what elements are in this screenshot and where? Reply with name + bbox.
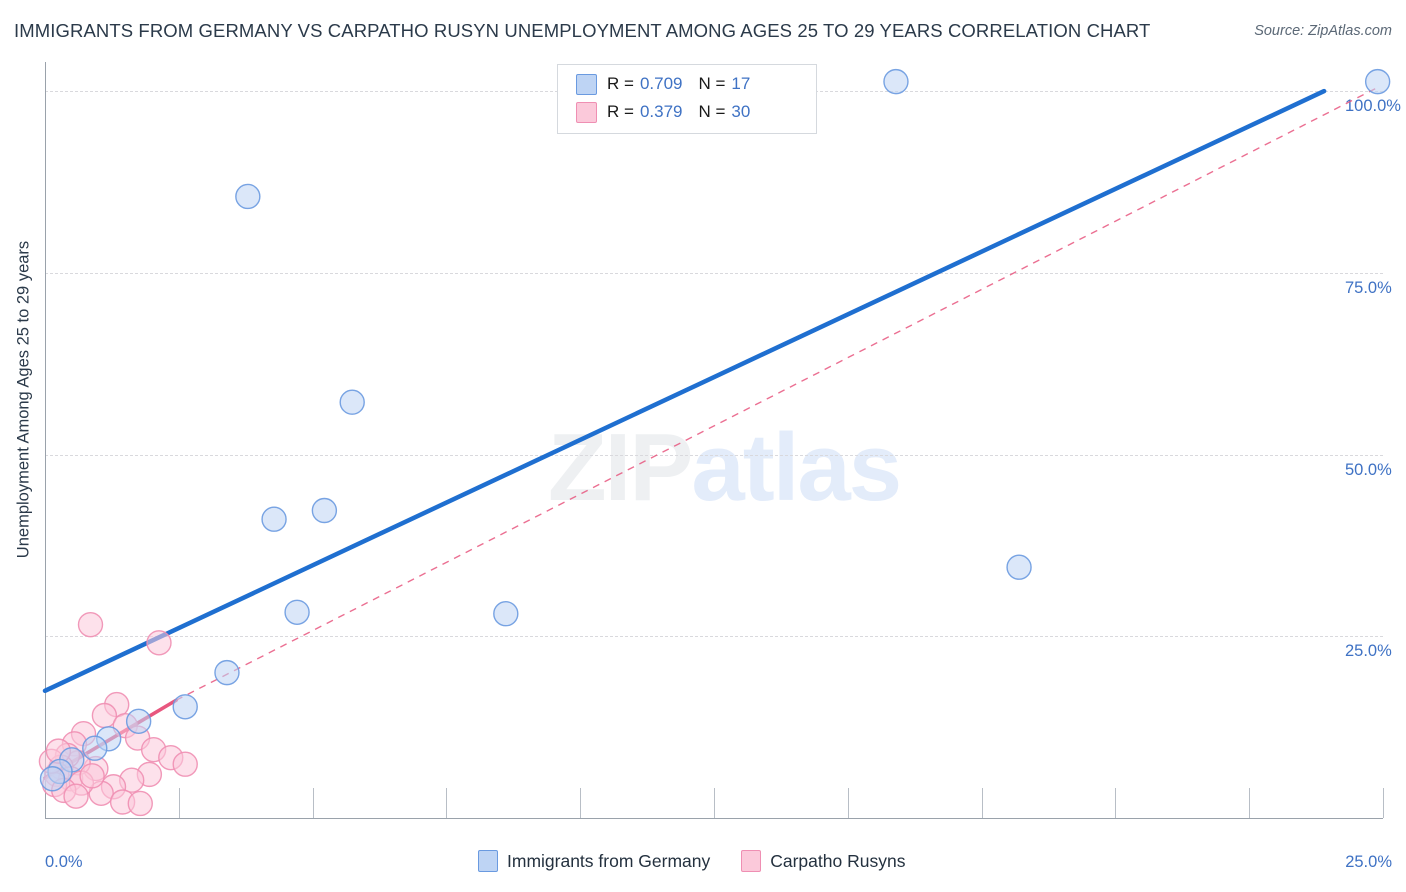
x-axis-tick	[1249, 788, 1251, 818]
data-point-germany	[172, 694, 198, 720]
x-axis-tick	[446, 788, 448, 818]
data-point-germany	[125, 708, 152, 735]
x-axis-tick	[312, 788, 314, 818]
x-axis-tick	[178, 788, 180, 818]
series-label-rusyns: Carpatho Rusyns	[770, 850, 906, 871]
series-swatch-rusyns	[741, 850, 762, 872]
data-point-germany	[214, 659, 240, 686]
x-axis-max-label: 25.0%	[1345, 853, 1392, 871]
x-axis-tick	[580, 788, 582, 818]
y-axis-line	[45, 62, 46, 818]
legend-row-germany: R = 0.709 N = 17	[576, 70, 750, 98]
data-point-germany	[39, 766, 66, 792]
y-axis-tick-label: 100.0%	[1345, 97, 1401, 116]
page-title: IMMIGRANTS FROM GERMANY VS CARPATHO RUSY…	[14, 20, 1151, 41]
correlation-legend: R = 0.709 N = 17 R = 0.379 N = 30	[557, 64, 817, 134]
y-axis-tick-label: 25.0%	[1345, 642, 1392, 661]
data-point-rusyns	[172, 751, 198, 777]
source-label: Source: ZipAtlas.com	[1254, 23, 1392, 39]
gridline	[45, 272, 1383, 274]
data-point-rusyns	[63, 783, 89, 809]
data-point-germany	[883, 68, 909, 95]
gridline	[45, 454, 1383, 456]
series-label-germany: Immigrants from Germany	[507, 850, 711, 871]
legend-n-value-rusyns: 30	[731, 102, 751, 121]
trendline-germany	[42, 88, 1327, 694]
gridline	[45, 636, 1383, 638]
trendline-rusyns-dashed	[175, 86, 1378, 701]
x-axis-tick	[847, 788, 849, 818]
x-axis-min-label: 0.0%	[45, 853, 83, 871]
data-point-rusyns	[127, 790, 153, 817]
data-point-germany	[261, 506, 287, 532]
data-point-germany	[82, 735, 108, 761]
data-point-germany	[235, 183, 261, 210]
data-point-germany	[1006, 554, 1032, 580]
data-point-germany	[339, 389, 365, 415]
legend-swatch-rusyns	[576, 101, 597, 123]
data-point-germany	[1364, 68, 1391, 95]
data-point-germany	[493, 601, 519, 627]
data-point-germany	[311, 497, 338, 524]
y-axis-tick-label: 50.0%	[1345, 460, 1392, 479]
legend-n-value-germany: 17	[731, 74, 751, 93]
x-axis-tick	[714, 788, 715, 818]
legend-r-label-germany: R =	[607, 74, 634, 93]
legend-row-rusyns: R = 0.379 N = 30	[576, 98, 750, 126]
data-point-rusyns	[77, 611, 104, 638]
legend-swatch-germany	[576, 73, 597, 95]
data-point-rusyns	[79, 763, 105, 789]
x-axis-line	[45, 818, 1383, 819]
x-axis-tick	[981, 788, 983, 818]
data-point-germany	[284, 599, 310, 625]
legend-r-value-germany: 0.709	[639, 74, 683, 93]
legend-n-label-germany: N =	[698, 74, 726, 93]
y-axis-tick-label: 75.0%	[1345, 278, 1392, 297]
legend-r-label-rusyns: R =	[607, 102, 634, 121]
x-axis-tick	[1115, 788, 1117, 818]
series-swatch-germany	[478, 850, 498, 872]
legend-r-value-rusyns: 0.379	[639, 102, 683, 121]
data-point-germany-group	[39, 68, 1391, 792]
legend-n-label-rusyns: N =	[698, 102, 726, 121]
x-axis-tick	[1383, 788, 1384, 818]
data-point-rusyns	[146, 630, 172, 656]
series-legend: Immigrants from Germany Carpatho Rusyns	[478, 850, 927, 872]
